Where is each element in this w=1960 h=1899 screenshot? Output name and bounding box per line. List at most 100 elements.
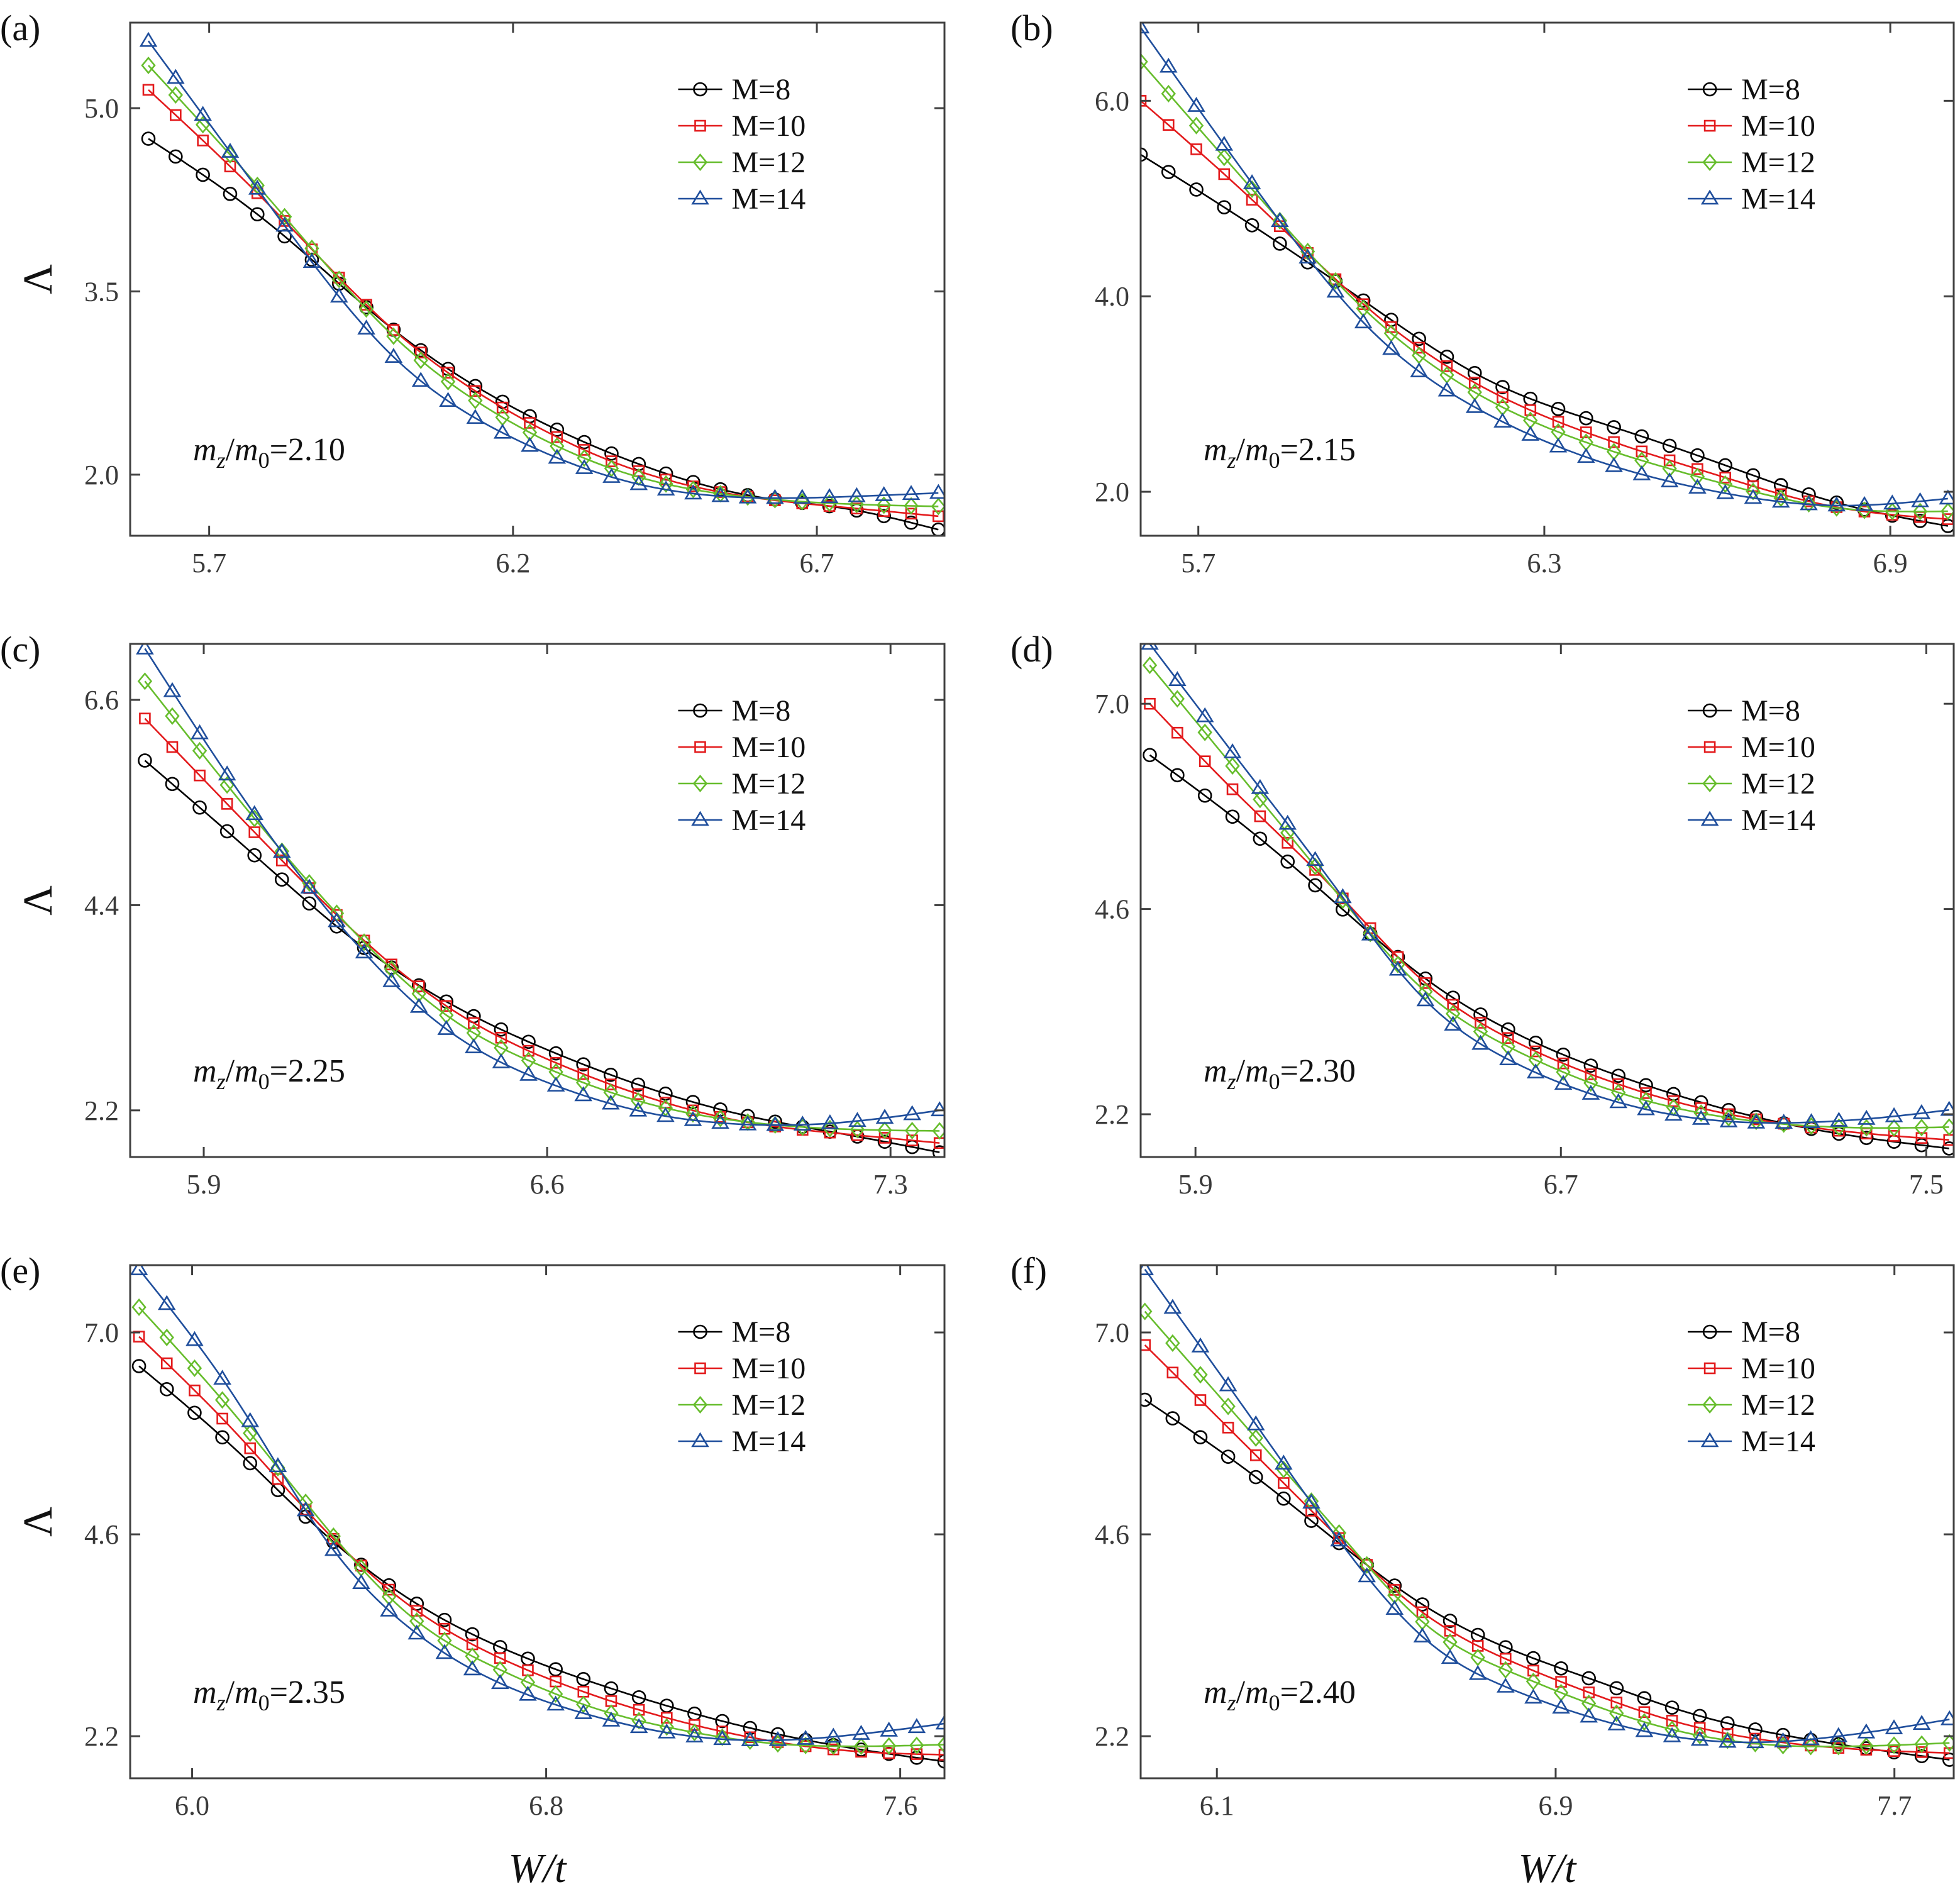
- data-point-M=10: [1497, 391, 1509, 404]
- plot-frame: [129, 1264, 946, 1780]
- data-point-M=8: [1526, 1651, 1541, 1666]
- data-point-M=12: [1831, 1118, 1847, 1136]
- plot-area: [130, 1265, 944, 1769]
- data-point-M=12: [465, 1647, 480, 1665]
- data-point-M=10: [1218, 168, 1231, 180]
- panel-label: (c): [0, 629, 40, 670]
- data-point-M=14: [357, 319, 375, 335]
- legend-label-M=12: M=12: [1741, 767, 1815, 800]
- y-tick-label: 2.2: [1095, 1099, 1129, 1130]
- data-point-M=14: [1385, 1600, 1404, 1615]
- y-tick-label: 2.0: [1095, 477, 1129, 507]
- data-point-M=14: [194, 106, 212, 121]
- y-tick-label: 7.0: [1095, 689, 1129, 719]
- x-tick-label: 6.7: [800, 548, 834, 579]
- data-point-M=14: [1940, 1710, 1954, 1725]
- data-point-M=12: [522, 423, 538, 441]
- data-point-M=12: [1859, 1119, 1874, 1137]
- data-point-M=12: [1775, 1737, 1791, 1755]
- data-point-M=10: [1719, 472, 1731, 484]
- x-tick-label: 5.9: [187, 1169, 221, 1200]
- data-point-M=8: [909, 1751, 924, 1765]
- data-point-M=8: [604, 1681, 619, 1696]
- data-point-M=10: [578, 444, 590, 456]
- data-point-M=12: [1773, 489, 1788, 507]
- data-point-M=12: [1225, 757, 1240, 775]
- data-point-M=8: [1170, 768, 1185, 783]
- data-point-M=8: [1276, 1491, 1291, 1506]
- data-point-M=14: [1688, 479, 1707, 494]
- legend-marker-M=8: [693, 1324, 707, 1339]
- y-tick-label: 7.0: [1095, 1317, 1129, 1348]
- data-point-M=8: [1664, 1700, 1680, 1715]
- data-point-M=14: [852, 1725, 870, 1740]
- data-point-M=14: [1521, 426, 1540, 441]
- data-point-M=8: [1528, 1035, 1543, 1050]
- data-point-M=12: [1473, 1022, 1488, 1041]
- data-point-M=14: [407, 1624, 426, 1640]
- data-point-M=14: [738, 1115, 757, 1131]
- data-point-M=8: [1662, 438, 1677, 453]
- data-point-M=12: [384, 960, 399, 978]
- data-point-M=12: [131, 1298, 147, 1316]
- data-point-M=14: [1885, 1107, 1903, 1122]
- data-point-M=10: [661, 1712, 673, 1724]
- plot-frame: [1139, 1264, 1955, 1780]
- data-point-M=8: [1221, 1449, 1236, 1464]
- data-point-M=10: [275, 855, 288, 866]
- parameter-annotation: mz/m0=2.40: [1204, 1675, 1356, 1715]
- x-tick-label: 6.8: [529, 1790, 563, 1821]
- data-point-M=8: [1439, 350, 1454, 364]
- data-point-M=14: [575, 459, 594, 474]
- y-axis-label: Λ: [15, 264, 61, 294]
- data-point-M=8: [1189, 182, 1204, 197]
- data-point-M=12: [1831, 1737, 1846, 1756]
- data-point-M=14: [1361, 925, 1380, 941]
- legend-label-M=8: M=8: [732, 73, 791, 106]
- data-point-M=8: [187, 1405, 202, 1420]
- data-point-M=8: [302, 896, 317, 911]
- data-point-M=12: [1221, 1397, 1236, 1415]
- data-point-M=14: [1857, 1723, 1876, 1739]
- x-tick-label: 6.6: [530, 1169, 565, 1200]
- data-point-M=14: [1663, 1727, 1681, 1742]
- data-point-M=8: [1412, 331, 1426, 346]
- data-point-M=12: [1390, 955, 1405, 973]
- data-point-M=10: [1638, 1706, 1651, 1719]
- data-point-M=12: [1720, 1731, 1735, 1749]
- data-point-M=12: [1912, 502, 1928, 521]
- data-point-M=10: [878, 505, 890, 518]
- data-point-M=10: [414, 346, 427, 358]
- data-point-M=8: [1161, 165, 1176, 179]
- data-point-M=10: [1663, 454, 1676, 467]
- y-tick-label: 4.0: [1095, 281, 1129, 312]
- data-point-M=14: [1413, 1627, 1432, 1642]
- x-tick-label: 6.2: [496, 548, 530, 579]
- data-point-M=8: [1607, 420, 1621, 435]
- series-line-M=12: [1149, 665, 1949, 1129]
- data-point-M=8: [685, 1095, 700, 1109]
- data-point-M=8: [1141, 147, 1148, 162]
- data-point-M=10: [469, 385, 482, 397]
- data-point-M=10: [1580, 426, 1592, 438]
- legend-marker-M=8: [1702, 1324, 1717, 1339]
- data-point-M=10: [1502, 1032, 1514, 1044]
- panel-label: (a): [0, 8, 40, 48]
- legend-label-M=10: M=10: [1741, 731, 1815, 764]
- data-point-M=14: [1358, 1567, 1376, 1583]
- data-point-M=14: [245, 805, 264, 821]
- data-point-M=14: [1526, 1063, 1545, 1078]
- data-point-M=10: [1166, 1366, 1179, 1379]
- data-point-M=14: [1883, 494, 1902, 510]
- data-point-M=12: [274, 842, 289, 860]
- data-point-M=12: [550, 437, 565, 455]
- data-point-M=10: [139, 712, 151, 724]
- data-point-M=12: [931, 497, 944, 516]
- data-point-M=14: [1744, 489, 1763, 504]
- y-tick-label: 2.2: [84, 1721, 119, 1752]
- data-point-M=14: [820, 488, 839, 504]
- data-point-M=8: [1141, 1392, 1153, 1407]
- data-point-M=8: [1193, 1430, 1208, 1444]
- data-point-M=12: [1746, 482, 1761, 501]
- data-point-M=12: [631, 1092, 646, 1110]
